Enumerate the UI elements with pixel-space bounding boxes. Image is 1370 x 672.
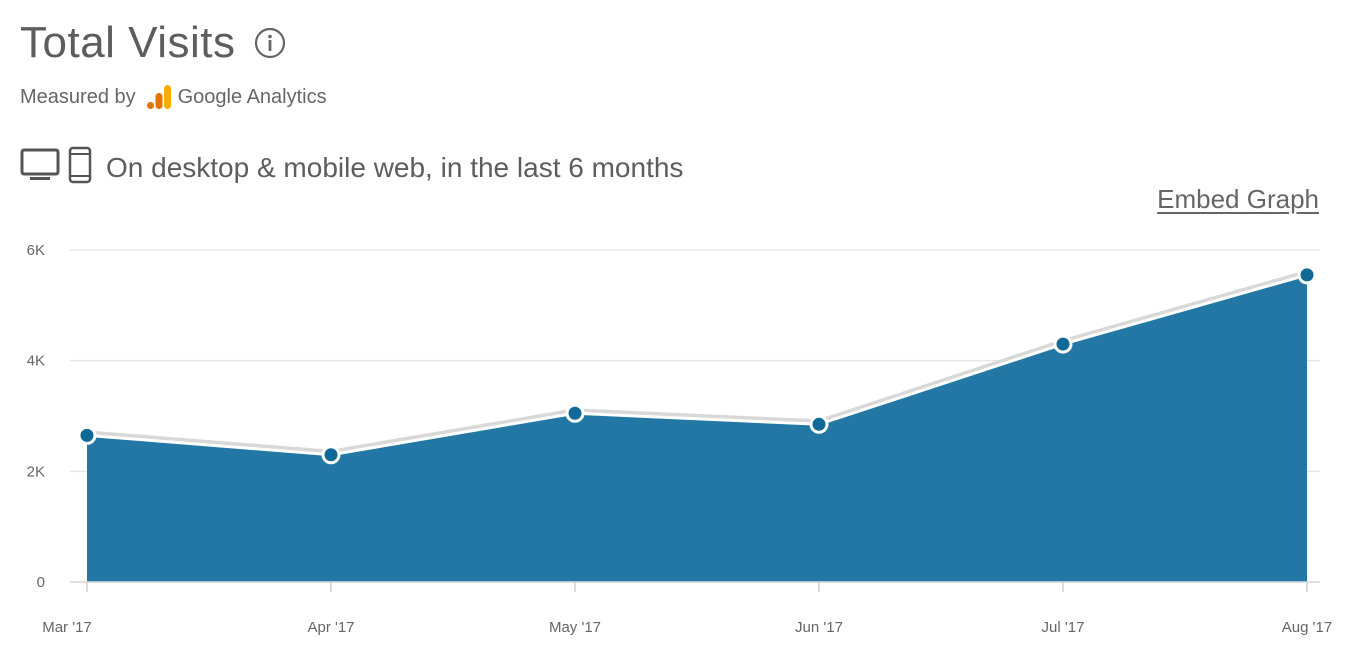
data-point bbox=[77, 425, 97, 445]
title-row: Total Visits bbox=[20, 18, 286, 68]
data-point bbox=[809, 414, 829, 434]
provider-name: Google Analytics bbox=[177, 85, 327, 108]
total-visits-chart: 0 2K 4K 6K Mar '17 Apr '17 May '17 Jun '17 Jul '… bbox=[27, 242, 1333, 636]
page-title: Total Visits bbox=[20, 18, 236, 67]
x-tick-label: Aug '17 bbox=[1282, 619, 1332, 636]
y-tick-label: 0 bbox=[37, 574, 45, 591]
series-line bbox=[86, 273, 1308, 457]
desktop-icon bbox=[20, 147, 60, 188]
info-icon[interactable] bbox=[254, 27, 286, 59]
x-tick-label: Jul '17 bbox=[1042, 619, 1085, 636]
y-tick-label: 4K bbox=[27, 353, 45, 370]
x-tick-label: Jun '17 bbox=[795, 619, 843, 636]
x-tick-label: Mar '17 bbox=[42, 619, 92, 636]
x-tick-label: Apr '17 bbox=[307, 619, 354, 636]
x-tick-label: May '17 bbox=[549, 619, 601, 636]
google-analytics-logo-icon bbox=[146, 84, 172, 110]
data-point bbox=[1053, 334, 1073, 354]
area-series bbox=[87, 274, 1307, 582]
y-tick-label: 6K bbox=[27, 242, 45, 259]
device-scope-text: On desktop & mobile web, in the last 6 m… bbox=[106, 151, 684, 183]
embed-graph-link[interactable]: Embed Graph bbox=[1157, 184, 1319, 214]
device-row: On desktop & mobile web, in the last 6 m… bbox=[20, 146, 683, 189]
data-point bbox=[321, 445, 341, 465]
y-tick-label: 2K bbox=[27, 463, 45, 480]
measured-by-row: Measured by Google Analytics bbox=[20, 84, 327, 110]
measured-by-label: Measured by bbox=[20, 85, 136, 108]
mobile-icon bbox=[68, 146, 92, 189]
data-point bbox=[1297, 265, 1317, 285]
series-line-shadow bbox=[86, 270, 1308, 456]
data-point bbox=[565, 403, 585, 423]
